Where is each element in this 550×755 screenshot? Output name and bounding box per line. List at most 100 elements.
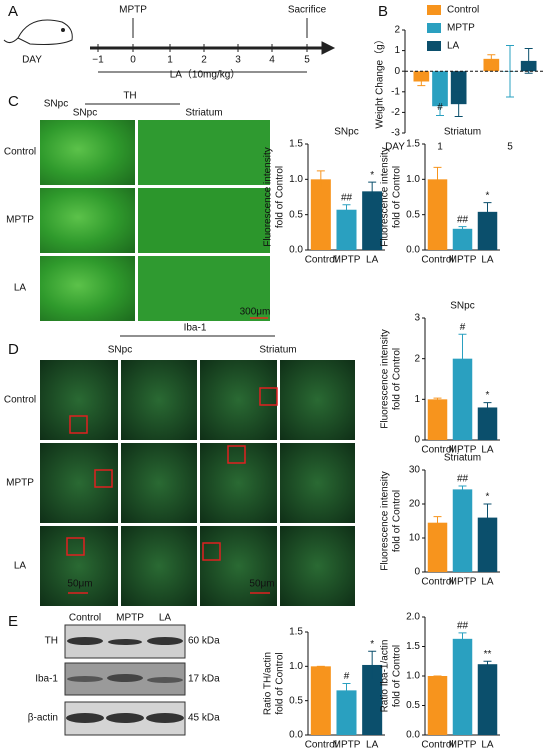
- y-tick-label: 1.0: [289, 174, 303, 185]
- y-axis-label: fold of Control: [392, 166, 403, 228]
- y-tick-label: 1.0: [289, 661, 303, 672]
- error-bar: [433, 516, 442, 529]
- y-axis-label: fold of Control: [275, 652, 286, 714]
- y-axis-label: fold of Control: [392, 348, 403, 410]
- y-tick-label: 1.5: [289, 139, 303, 150]
- significance-marker: **: [484, 649, 492, 660]
- legend-swatch: [427, 41, 441, 51]
- scale-bar-label: 300μm: [240, 307, 271, 318]
- y-tick-label: 0: [414, 567, 420, 578]
- row-label: MPTP: [6, 215, 34, 226]
- column-label: Striatum: [259, 345, 296, 356]
- x-tick-label: MPTP: [449, 255, 477, 266]
- y-tick-label: 1: [414, 394, 420, 405]
- day-tick: 2: [201, 55, 207, 66]
- bar: [452, 638, 473, 735]
- x-tick-label: Control: [421, 740, 453, 751]
- panel-d-images: [40, 335, 355, 606]
- y-tick-label: 20: [409, 499, 421, 510]
- x-tick-label: 1: [437, 142, 443, 153]
- y-tick-label: 10: [409, 533, 421, 544]
- y-axis-label: Ratio TH/actin: [263, 652, 274, 715]
- x-tick-label: MPTP: [449, 740, 477, 751]
- error-bar: [483, 402, 492, 413]
- day-tick: 5: [304, 55, 310, 66]
- y-tick-label: 1.0: [406, 174, 420, 185]
- blot-row-label: β-actin: [28, 713, 58, 724]
- y-tick-label: -3: [391, 128, 400, 139]
- error-bar: [368, 650, 377, 679]
- bar: [477, 211, 498, 250]
- y-tick-label: 0.0: [406, 245, 420, 256]
- y-axis-label: Fluorescence intensity: [380, 471, 391, 571]
- significance-marker: *: [486, 390, 490, 401]
- y-tick-label: 0.0: [406, 730, 420, 741]
- panel-label: D: [8, 341, 19, 358]
- day-tick: 4: [269, 55, 275, 66]
- significance-marker: #: [437, 102, 443, 113]
- y-axis-label: Ratio Iba-1/actin: [380, 640, 391, 713]
- x-tick-label: Control: [421, 445, 453, 456]
- significance-marker: ##: [457, 474, 469, 485]
- x-tick-label: LA: [366, 740, 379, 751]
- significance-marker: #: [460, 322, 466, 333]
- column-label: Striatum: [185, 108, 222, 119]
- panel-c-images: [40, 103, 270, 321]
- legend-label: LA: [447, 41, 460, 52]
- x-tick-label: LA: [481, 740, 494, 751]
- bar: [413, 71, 430, 82]
- x-tick-label: LA: [366, 255, 379, 266]
- panel-label: C: [8, 93, 19, 110]
- row-label: Control: [4, 395, 36, 406]
- stain-label: TH: [123, 91, 136, 102]
- bar: [336, 209, 357, 250]
- x-tick-label: Control: [305, 255, 337, 266]
- y-tick-label: 1: [394, 45, 400, 56]
- error-bar: [454, 91, 463, 118]
- bar: [427, 676, 448, 735]
- blot-row-label: TH: [45, 636, 58, 647]
- error-bar: [417, 76, 426, 87]
- error-bar: [458, 226, 467, 231]
- y-axis-label: Fluorescence intensity: [380, 329, 391, 429]
- y-axis-label: Fluorescence intensity: [263, 147, 274, 247]
- panel-a-art: [3, 18, 336, 73]
- y-axis-label: fold of Control: [392, 645, 403, 707]
- error-bar: [368, 181, 377, 201]
- x-tick-label: 5: [507, 142, 513, 153]
- legend-label: MPTP: [447, 23, 475, 34]
- bar: [483, 58, 500, 72]
- y-axis-label: fold of Control: [392, 490, 403, 552]
- bar: [336, 690, 357, 735]
- blot-row-label: Iba-1: [35, 674, 58, 685]
- day-tick: 0: [130, 55, 136, 66]
- bar: [427, 522, 448, 572]
- y-tick-label: 0: [414, 435, 420, 446]
- band-size: 17 kDa: [188, 674, 220, 685]
- y-tick-label: 0.0: [289, 730, 303, 741]
- scale-bar-label: 50μm: [249, 579, 274, 590]
- error-bar: [458, 485, 467, 493]
- error-bar: [342, 204, 351, 215]
- y-tick-label: 2: [394, 25, 400, 36]
- bar: [310, 179, 331, 250]
- x-tick-label: MPTP: [333, 740, 361, 751]
- x-tick-label: MPTP: [449, 577, 477, 588]
- x-tick-label: LA: [481, 577, 494, 588]
- bar: [427, 399, 448, 440]
- x-tick-label: Control: [305, 740, 337, 751]
- legend-swatch: [427, 23, 441, 33]
- row-label: LA: [14, 561, 27, 572]
- stain-label: Iba-1: [184, 323, 207, 334]
- y-tick-label: 1.0: [406, 671, 420, 682]
- column-label: SNpc: [108, 345, 132, 356]
- error-bar: [483, 660, 492, 668]
- y-tick-label: -2: [391, 107, 400, 118]
- y-tick-label: 30: [409, 465, 421, 476]
- y-tick-label: -1: [391, 86, 400, 97]
- lane-label: LA: [159, 613, 172, 624]
- bar: [362, 191, 383, 250]
- x-tick-label: MPTP: [333, 255, 361, 266]
- sacrifice-label: Sacrifice: [288, 5, 327, 16]
